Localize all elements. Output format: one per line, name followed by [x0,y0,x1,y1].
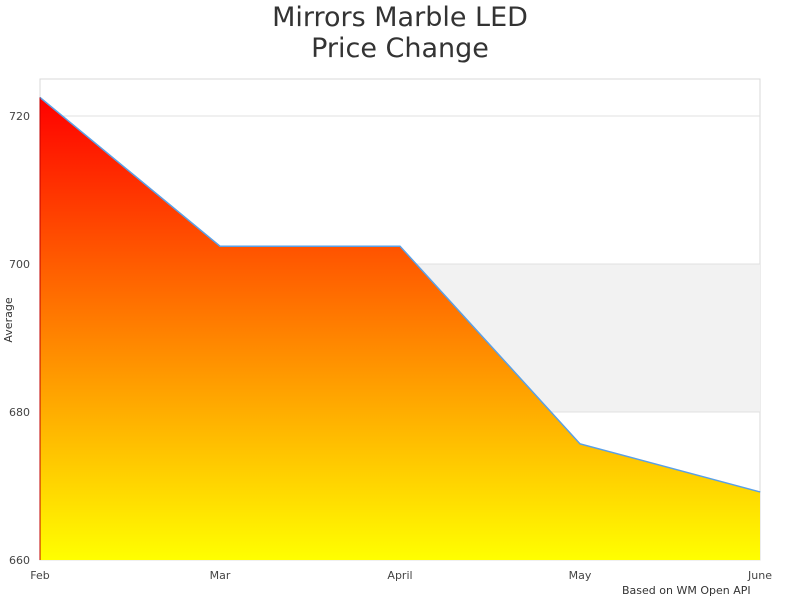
x-tick-label: Mar [210,569,231,582]
y-tick-label: 680 [9,406,30,419]
y-axis-label: Average [2,297,15,342]
data-point [399,245,401,247]
x-tick-label: April [387,569,412,582]
x-tick-label: Feb [30,569,49,582]
data-point [579,443,581,445]
chart-title: Mirrors Marble LED Price Change [0,2,800,64]
credit-text: Based on WM Open API [622,584,751,597]
x-tick-label: June [747,569,772,582]
y-tick-label: 700 [9,258,30,271]
data-point [219,245,221,247]
y-tick-label: 660 [9,554,30,567]
data-point [759,491,761,493]
x-tick-label: May [569,569,592,582]
y-tick-label: 720 [9,110,30,123]
chart-title-line-1: Mirrors Marble LED [272,2,528,33]
chart-title-line-2: Price Change [311,33,489,64]
